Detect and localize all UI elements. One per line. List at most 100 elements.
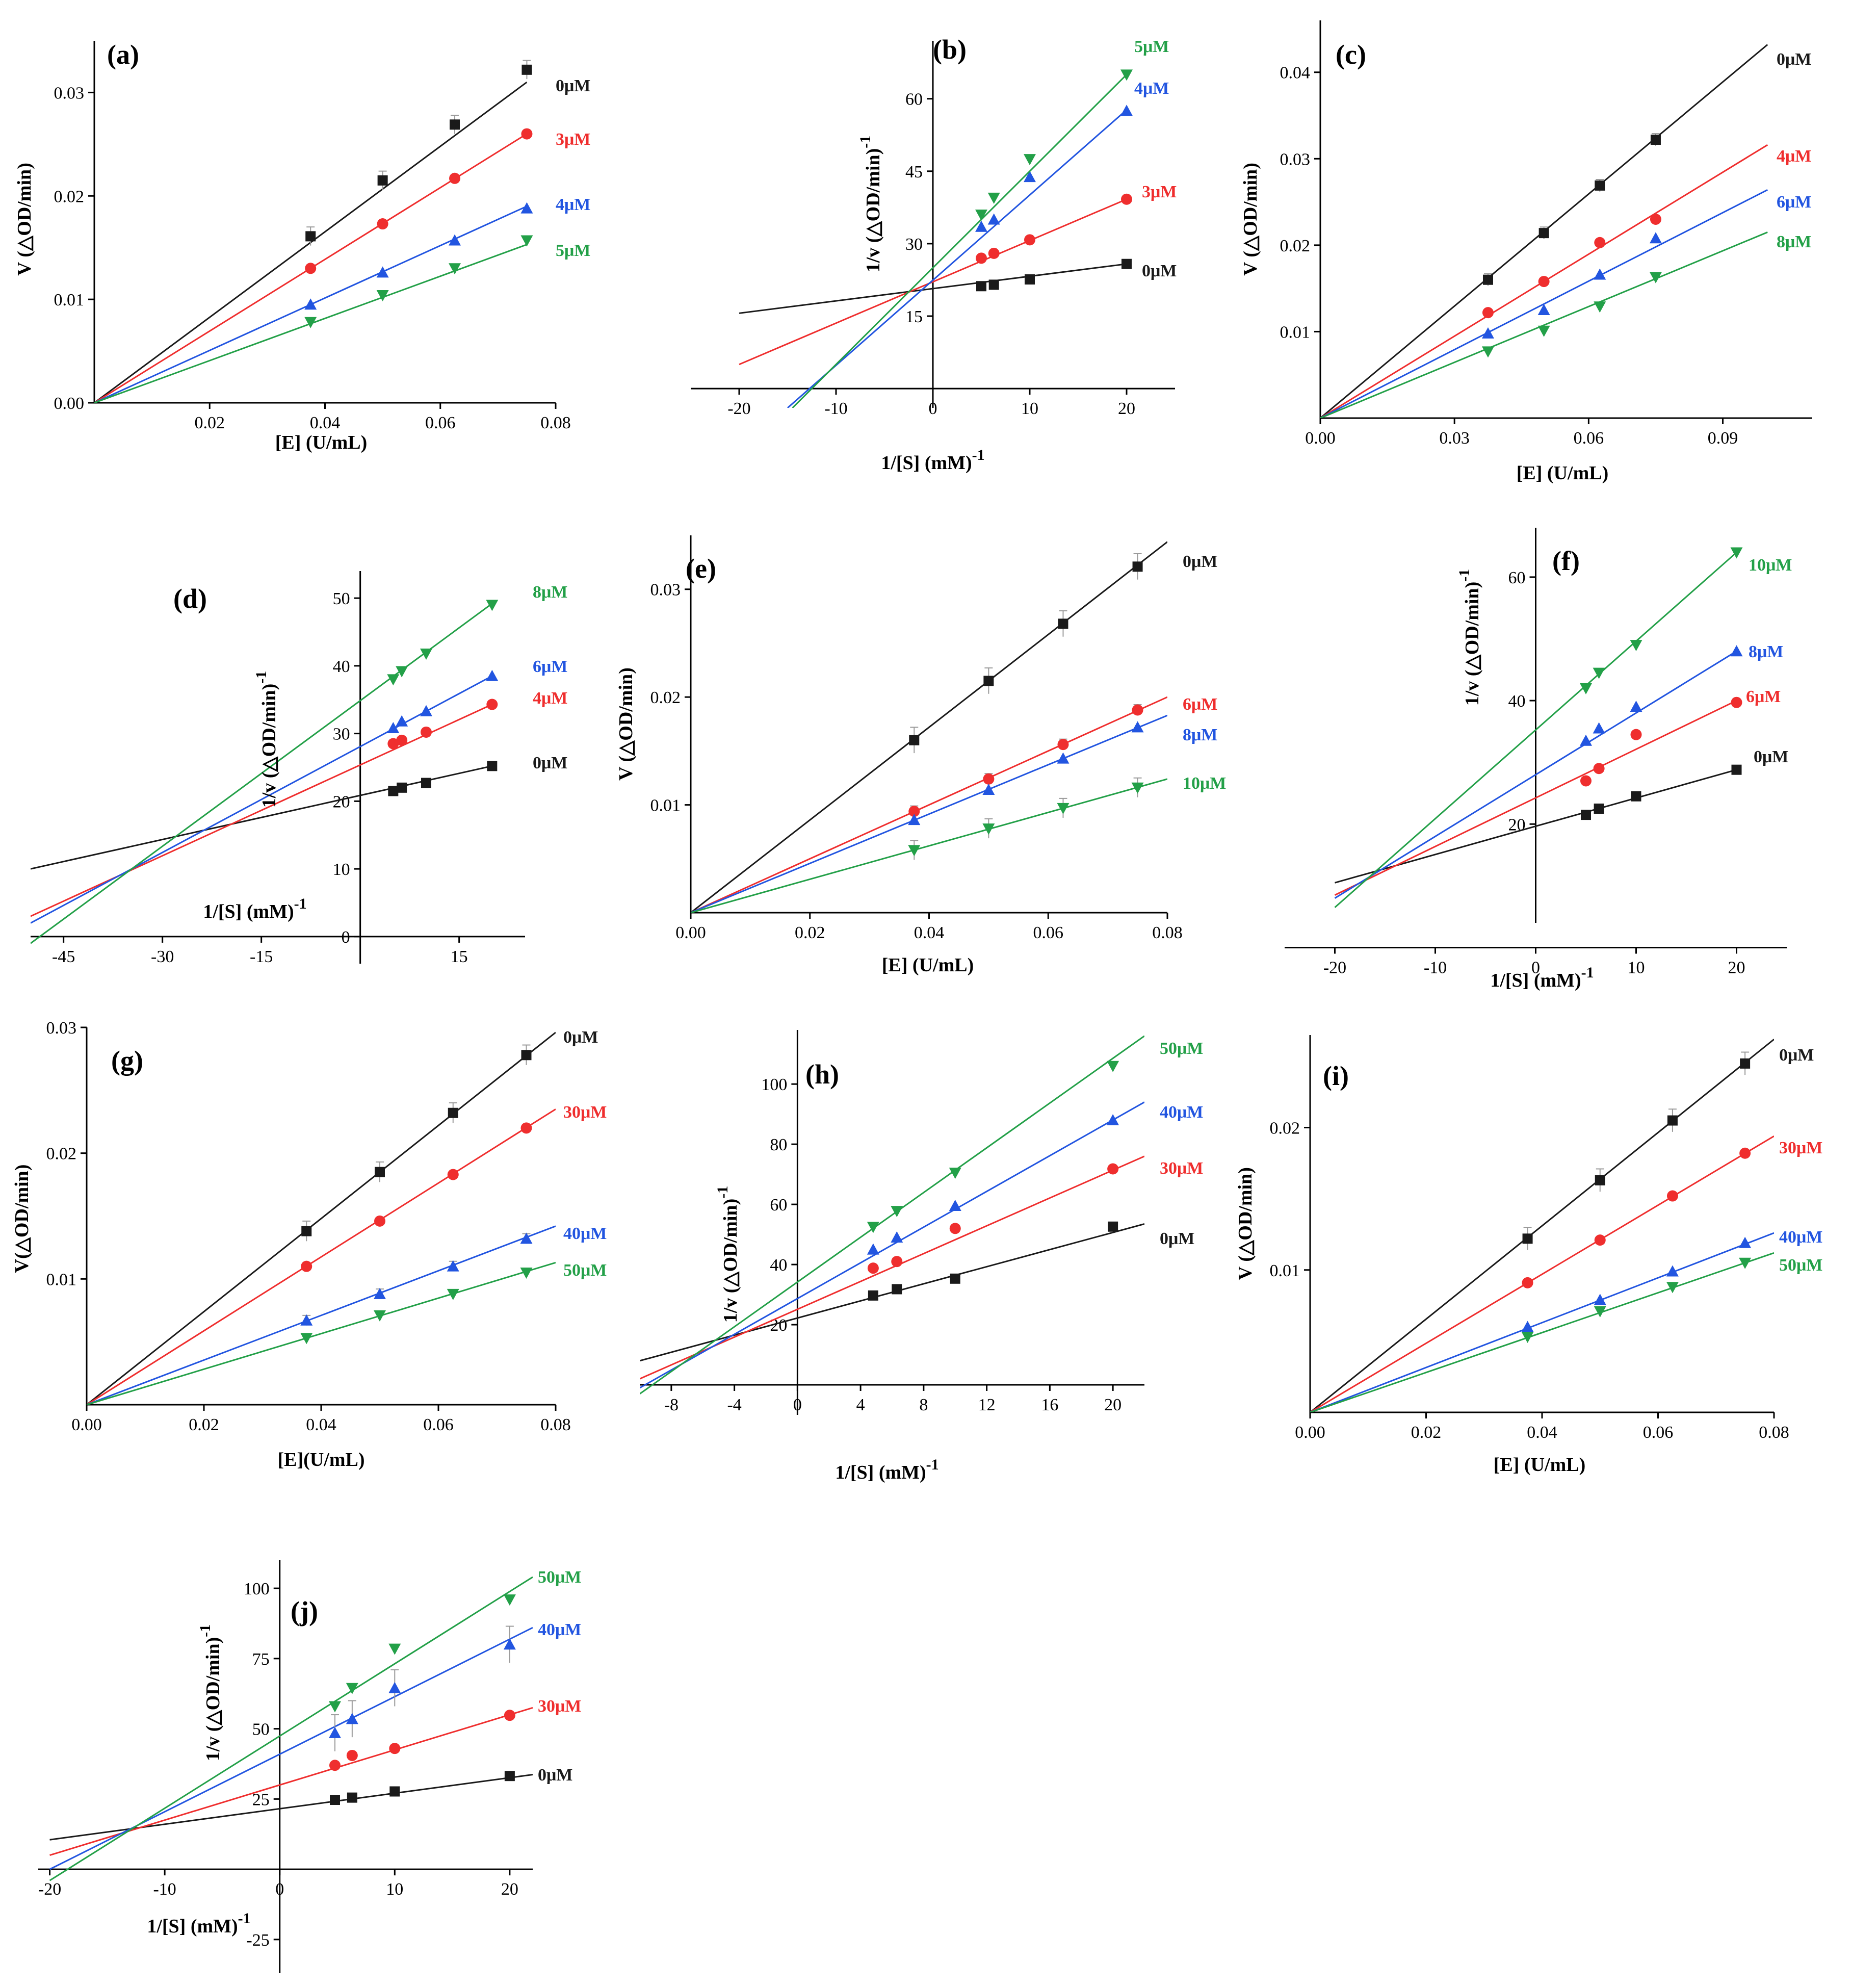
x-axis-label-sup: -1 (926, 1456, 939, 1473)
data-point-1 (1057, 739, 1069, 751)
series-label-1: 3μM (1142, 183, 1177, 201)
x-tick-label: 4 (856, 1396, 865, 1414)
data-point-1 (305, 263, 317, 274)
x-tick-label: -15 (250, 947, 273, 966)
y-axis-label-text: 1/v (△OD/min) (720, 1199, 741, 1323)
fit-line-3 (792, 74, 1128, 408)
y-tick-label: 0.02 (54, 187, 85, 206)
data-point-3 (387, 674, 400, 686)
data-point-0 (487, 761, 498, 771)
series-label-0: 0μM (533, 754, 567, 772)
x-tick-label: 16 (1041, 1396, 1058, 1414)
data-point-3 (1107, 1061, 1119, 1072)
data-point-1 (1580, 775, 1592, 787)
x-tick-label: -4 (727, 1396, 741, 1414)
data-point-3 (300, 1333, 313, 1345)
data-point-2 (486, 669, 499, 681)
y-axis-label-text: V(△OD/min) (11, 1165, 33, 1273)
x-axis-label-sup: -1 (972, 447, 985, 463)
data-point-0 (909, 735, 920, 745)
fit-line-2 (691, 714, 1167, 913)
series-label-0: 0μM (1754, 747, 1788, 766)
data-point-1 (396, 734, 408, 746)
data-point-0 (450, 119, 460, 130)
y-axis-label-text: 1/v (△OD/min) (202, 1637, 224, 1762)
x-tick-label: -30 (151, 947, 174, 966)
data-point-0 (389, 1786, 400, 1797)
data-point-0 (1595, 1175, 1605, 1185)
panel-d: -45 -30 -15 15 20 30 40 50 10 0 0μM 4μM 6μM 8μM (d) 1/[… (31, 571, 567, 966)
y-axis-label-text: V (△OD/min) (1240, 163, 1261, 276)
data-point-1 (1731, 696, 1742, 708)
x-tick-label: 10 (1021, 399, 1038, 418)
data-point-2 (1024, 171, 1036, 183)
x-axis-label-text: [E](U/mL) (278, 1449, 365, 1470)
fit-line-3 (49, 1576, 533, 1881)
y-tick-label: 20 (333, 792, 350, 811)
fit-line-2 (787, 109, 1127, 408)
series-label-1: 4μM (1777, 147, 1811, 166)
data-point-1 (908, 806, 920, 817)
series-label-3: 50μM (538, 1568, 581, 1587)
data-point-1 (976, 252, 987, 264)
fit-line-0 (691, 541, 1167, 913)
data-point-0 (1731, 764, 1742, 775)
x-tick-label: 0.08 (1152, 923, 1183, 942)
panel-h: -8 -4 0 4 8 12 16 20204060801000μM30μM40μM50μM(… (640, 1030, 1203, 1483)
series-label-0: 0μM (1779, 1046, 1814, 1065)
x-tick-label: 0.06 (1033, 923, 1064, 942)
data-point-0 (448, 1107, 458, 1118)
data-point-0 (1058, 618, 1068, 629)
series-label-0: 0μM (1160, 1229, 1194, 1248)
x-tick-label: -20 (38, 1880, 61, 1899)
data-point-0 (1121, 259, 1132, 269)
data-point-1 (504, 1710, 515, 1721)
data-point-3 (1481, 346, 1494, 358)
data-point-0 (983, 676, 994, 686)
y-tick-label: 60 (1508, 569, 1526, 587)
data-point-1 (520, 1122, 532, 1134)
data-point-3 (1649, 272, 1662, 283)
series-label-2: 6μM (1777, 193, 1811, 212)
data-point-2 (1537, 304, 1550, 316)
x-tick-label: 0.06 (425, 414, 456, 432)
data-point-1 (421, 726, 432, 738)
y-axis-label-sup: -1 (197, 1624, 214, 1637)
x-tick-label: 0.04 (1527, 1423, 1557, 1442)
y-axis-label-text: V (△OD/min) (14, 163, 35, 276)
x-axis-label-sup: -1 (294, 895, 307, 912)
series-label-1: 30μM (538, 1697, 581, 1716)
series-label-3: 50μM (1779, 1256, 1822, 1275)
data-point-0 (1595, 180, 1605, 191)
data-point-2 (447, 1260, 459, 1272)
series-label-3: 50μM (563, 1261, 607, 1280)
x-axis-label-text: [E] (U/mL) (1517, 462, 1608, 484)
data-point-0 (1538, 228, 1549, 239)
data-point-1 (329, 1760, 341, 1771)
fit-line-1 (87, 1108, 556, 1405)
x-axis-label-text: 1/[S] (mM) (835, 1462, 926, 1483)
data-point-0 (1482, 274, 1493, 285)
data-point-3 (503, 1594, 516, 1606)
y-tick-label: 0.02 (650, 688, 681, 707)
data-point-0 (868, 1290, 878, 1301)
data-point-2 (374, 1287, 386, 1299)
y-tick-label: 40 (333, 657, 350, 676)
data-point-1 (1666, 1190, 1678, 1202)
data-point-0 (521, 64, 532, 75)
data-point-0 (377, 175, 388, 186)
data-point-1 (387, 738, 399, 750)
data-point-2 (982, 783, 995, 795)
fit-line-2 (1310, 1232, 1774, 1412)
data-point-0 (421, 778, 431, 788)
y-tick-label: 25 (252, 1790, 270, 1809)
x-axis-label: [E] (U/mL) (275, 432, 367, 453)
panel-j: -20 -10 0 10 20 -25 25 50 75 100 0μM 30μM 40μM 50μM (j… (38, 1560, 581, 1973)
panel-c: 0.00 0.03 0.06 0.09 0.01 0.02 0.03 0.04 0μM 4μM 6μ… (1240, 20, 1812, 484)
x-axis-label-sup: -1 (238, 1910, 251, 1927)
series-label-0: 0μM (563, 1028, 598, 1047)
data-point-2 (908, 814, 921, 825)
data-point-3 (304, 317, 317, 328)
fit-line-0 (739, 263, 1127, 314)
data-point-3 (1537, 325, 1550, 337)
